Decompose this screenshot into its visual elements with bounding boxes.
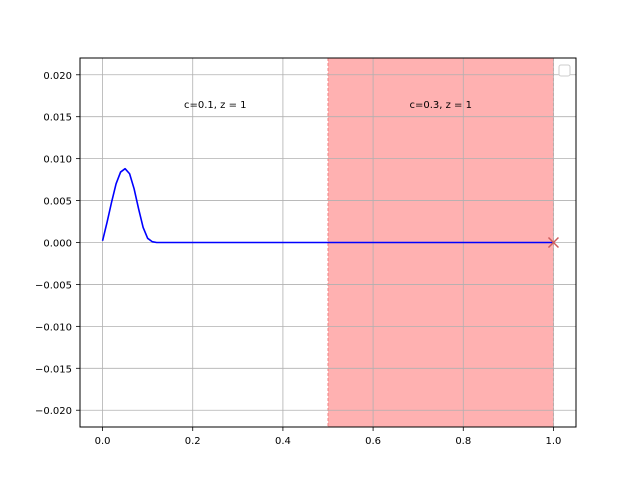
x-tick-label: 1.0 [546, 436, 562, 447]
series-line [101, 167, 554, 244]
y-tick-label: −0.020 [35, 406, 72, 417]
y-tick-label: −0.005 [35, 280, 72, 291]
x-marker-stroke [547, 236, 559, 249]
x-tick-label: 0.6 [365, 436, 381, 447]
end-markers [547, 236, 559, 249]
legend [558, 64, 571, 77]
x-tick-label: 0.2 [185, 436, 201, 447]
x-marker [547, 236, 559, 249]
y-tick-label: −0.015 [35, 364, 72, 375]
y-tick-label: 0.005 [43, 197, 72, 208]
x-axis-ticks: 0.0 0.2 0.4 0.6 0.8 1.0 [95, 427, 562, 447]
y-tick-label: 0.000 [43, 239, 72, 250]
data-series [101, 167, 554, 244]
grid-lines [80, 58, 576, 427]
y-axis-ticks: −0.020 −0.015 −0.010 −0.005 0.000 0.005 0.010 0… [35, 71, 80, 417]
annotation-label: c=0.1, z = 1 [184, 100, 247, 111]
x-tick-label: 0.8 [455, 436, 471, 447]
x-tick-label: 0.4 [275, 436, 291, 447]
y-tick-label: −0.010 [35, 322, 72, 333]
y-tick-label: 0.015 [43, 113, 72, 124]
y-tick-label: 0.020 [43, 71, 72, 82]
annotations: c=0.1, z = 1 c=0.3, z = 1 [184, 100, 472, 111]
y-tick-label: 0.010 [43, 155, 72, 166]
legend-box [558, 64, 571, 77]
annotation-label: c=0.3, z = 1 [409, 100, 472, 111]
x-tick-label: 0.0 [95, 436, 111, 447]
